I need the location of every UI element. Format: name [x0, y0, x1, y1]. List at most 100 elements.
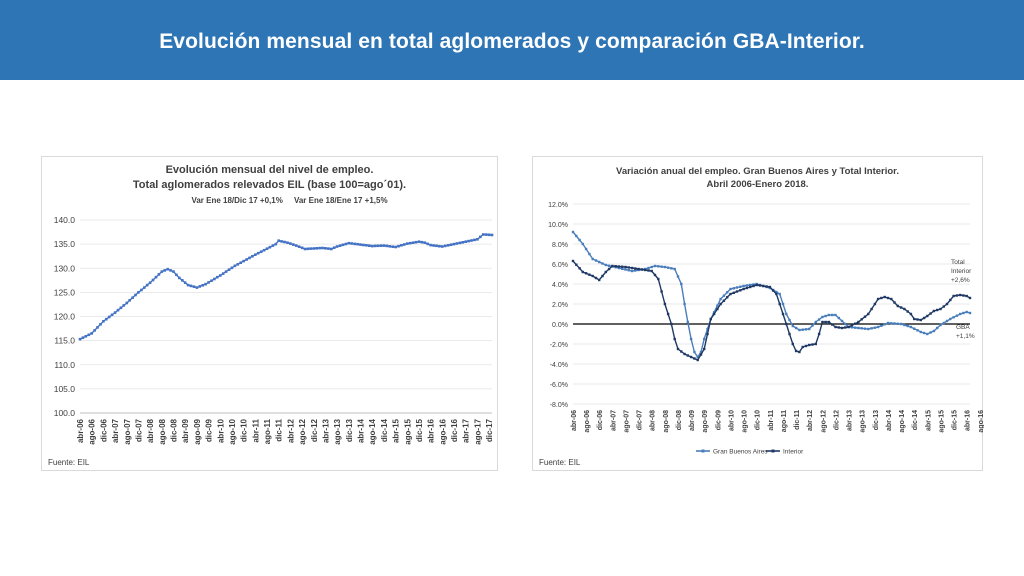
data-point — [294, 244, 298, 247]
data-point — [571, 230, 575, 234]
data-point — [706, 332, 709, 336]
data-point — [785, 322, 788, 326]
data-point — [201, 284, 204, 287]
data-point — [598, 278, 601, 282]
data-point — [798, 350, 801, 354]
data-point — [867, 312, 870, 316]
data-point — [634, 267, 637, 270]
data-point — [657, 277, 660, 281]
x-tick-label: abr-10 — [216, 418, 225, 443]
data-point — [909, 325, 913, 329]
y-tick-label: 10.0% — [548, 222, 568, 229]
x-tick-label: dic-11 — [275, 418, 284, 441]
data-point — [116, 308, 120, 312]
data-point — [607, 264, 611, 267]
data-point — [591, 257, 594, 261]
data-point — [426, 242, 429, 246]
data-point — [128, 299, 131, 302]
data-point — [630, 266, 634, 270]
data-point — [309, 247, 313, 250]
data-point — [926, 332, 929, 336]
data-point — [811, 343, 814, 346]
data-point — [726, 291, 729, 294]
data-point — [227, 268, 231, 271]
data-point — [814, 320, 817, 324]
data-point — [949, 317, 952, 321]
data-point — [181, 279, 184, 282]
data-point — [210, 279, 213, 282]
x-tick-label: abr-11 — [768, 410, 775, 431]
data-point — [765, 285, 768, 288]
data-point — [236, 263, 240, 266]
annotation-gba: +1,1% — [956, 333, 975, 340]
data-point — [922, 331, 926, 335]
data-point — [484, 233, 488, 236]
data-point — [594, 259, 598, 262]
slide-header: Evolución mensual en total aglomerados y… — [0, 0, 1024, 80]
data-point — [213, 277, 216, 281]
data-point — [771, 289, 775, 292]
x-tick-label: ago-07 — [623, 410, 630, 433]
data-point — [939, 323, 942, 327]
data-point — [584, 272, 588, 275]
data-point — [391, 245, 394, 248]
x-tick-label: ago-14 — [899, 410, 906, 433]
data-point — [198, 285, 202, 288]
data-point — [913, 317, 916, 321]
data-point — [601, 274, 604, 278]
employment-level-chart: 140.0 135.0 130.0 125.0 120.0 115.0 110.0 105.0… — [54, 215, 494, 445]
data-point — [140, 288, 143, 292]
data-point — [660, 290, 663, 293]
data-point — [286, 241, 289, 244]
data-point — [481, 233, 485, 236]
data-point — [709, 317, 712, 321]
data-point — [221, 272, 225, 275]
data-point — [297, 245, 301, 248]
data-point — [854, 326, 857, 329]
data-point — [712, 312, 716, 316]
annotation-interior: Total — [951, 259, 965, 266]
data-point — [899, 322, 903, 326]
data-point — [968, 311, 972, 315]
data-point — [283, 240, 286, 244]
data-point — [300, 246, 304, 250]
data-point — [262, 248, 266, 252]
data-point — [673, 267, 676, 271]
y-tick-label: 100.0 — [54, 408, 76, 418]
data-point — [397, 244, 400, 248]
data-point — [332, 246, 336, 249]
data-point — [680, 350, 683, 353]
data-point — [473, 238, 476, 242]
data-point — [755, 283, 758, 287]
chart-title: Evolución mensual del nivel de empleo. — [165, 164, 374, 176]
x-tick-label: dic-10 — [755, 410, 762, 430]
data-point — [666, 312, 670, 316]
data-point — [860, 318, 863, 321]
data-point — [318, 246, 321, 250]
legend-marker — [701, 449, 705, 453]
data-point — [739, 289, 742, 292]
data-point — [814, 342, 817, 346]
data-point — [890, 297, 893, 301]
data-point — [107, 315, 111, 319]
data-point — [157, 273, 161, 276]
data-point — [388, 245, 391, 248]
data-point — [163, 269, 166, 272]
x-tick-label: abr-16 — [965, 410, 972, 431]
x-tick-label: ago-10 — [742, 410, 749, 433]
data-point — [467, 239, 470, 243]
data-point — [680, 282, 683, 286]
data-point — [189, 284, 193, 288]
y-tick-label: 110.0 — [54, 360, 75, 370]
data-point — [854, 322, 857, 325]
data-point — [831, 313, 834, 317]
x-tick-label: dic-09 — [205, 418, 214, 442]
data-point — [729, 287, 732, 291]
data-point — [844, 322, 847, 326]
annotation-interior: +2,6% — [951, 277, 970, 284]
data-point — [844, 326, 847, 329]
data-point — [90, 332, 93, 335]
data-point — [775, 292, 778, 296]
data-point — [735, 286, 739, 289]
x-tick-label: ago-16 — [438, 418, 447, 444]
